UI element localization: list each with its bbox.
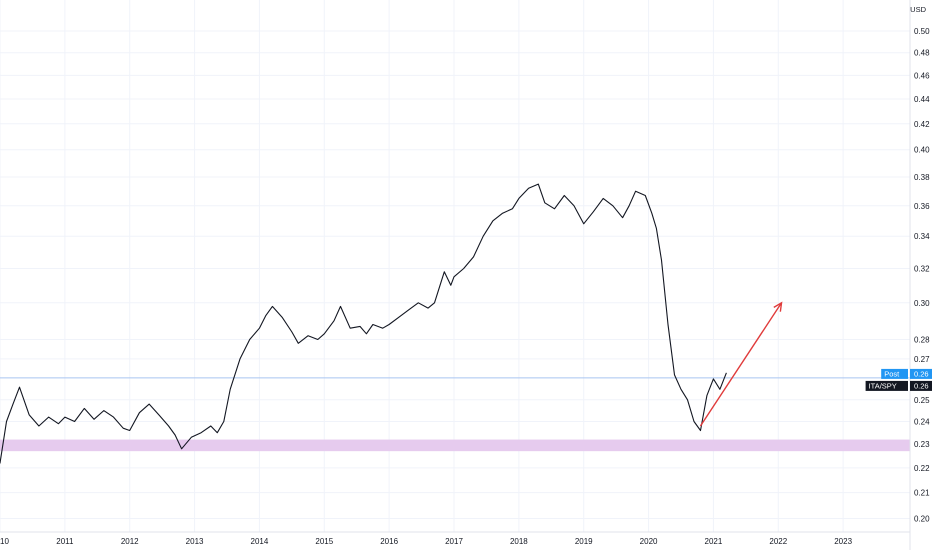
y-tick-label: 0.24 xyxy=(914,418,930,427)
grid-lines xyxy=(0,0,910,532)
support-zone xyxy=(0,439,910,452)
y-axis[interactable]: USD 0.50 0.48 0.46 0.44 0.42 0.40 0.38 0.36 0.34… xyxy=(909,0,930,550)
y-tick-label: 0.44 xyxy=(914,95,930,104)
arrow-layer xyxy=(699,301,783,427)
x-tick-label: 2011 xyxy=(56,537,74,546)
x-tick-label: 2012 xyxy=(121,537,139,546)
badge-value: 0.26 xyxy=(914,382,929,391)
x-tick-label: 2021 xyxy=(705,537,723,546)
y-tick-label: 0.48 xyxy=(914,49,930,58)
x-tick-label: 2023 xyxy=(834,537,852,546)
y-tick-label: 0.38 xyxy=(914,173,930,182)
price-badge-post: Post 0.26 xyxy=(881,368,932,379)
x-tick-label: 2013 xyxy=(186,537,204,546)
x-tick-label: 2022 xyxy=(769,537,787,546)
y-tick-label: 0.27 xyxy=(914,355,930,364)
y-tick-label: 0.23 xyxy=(914,440,930,449)
x-tick-label: 2020 xyxy=(640,537,658,546)
badge-label-bg xyxy=(881,368,908,379)
x-tick-label: 2016 xyxy=(380,537,398,546)
y-tick-label: 0.28 xyxy=(914,336,930,345)
y-tick-label: 0.21 xyxy=(914,489,930,498)
badge-value-bg xyxy=(910,368,932,379)
price-badge-ita-spy: ITA/SPY 0.26 xyxy=(865,380,932,391)
y-tick-label: 0.32 xyxy=(914,264,930,273)
badge-label-bg xyxy=(865,380,908,391)
y-tick-label: 0.20 xyxy=(914,515,930,524)
support-zone-layer xyxy=(0,439,910,452)
x-tick-label: 2015 xyxy=(315,537,333,546)
series-layer xyxy=(0,183,727,464)
x-tick-label: 2014 xyxy=(251,537,269,546)
y-tick-label: 0.36 xyxy=(914,202,930,211)
x-tick-label: 2019 xyxy=(575,537,593,546)
x-tick-label: 2017 xyxy=(445,537,463,546)
y-tick-label: 0.25 xyxy=(914,396,930,405)
price-badges: Post 0.26 ITA/SPY 0.26 xyxy=(865,368,932,391)
y-tick-label: 0.42 xyxy=(914,120,930,129)
x-tick-label: 2018 xyxy=(510,537,528,546)
currency-label: USD xyxy=(910,5,926,14)
trend-arrow-head xyxy=(773,301,783,312)
badge-label: ITA/SPY xyxy=(869,382,897,391)
badge-label: Post xyxy=(884,370,900,379)
y-tick-label: 0.30 xyxy=(914,299,930,308)
y-tick-label: 0.22 xyxy=(914,464,930,473)
y-tick-label: 0.46 xyxy=(914,71,930,80)
y-tick-label: 0.34 xyxy=(914,232,930,241)
badge-value: 0.26 xyxy=(914,370,929,379)
badge-value-bg xyxy=(910,380,932,391)
y-tick-label: 0.50 xyxy=(914,27,930,36)
y-tick-label: 0.40 xyxy=(914,146,930,155)
trend-arrow[interactable] xyxy=(699,302,783,427)
series-line-ita-spy xyxy=(0,183,727,464)
